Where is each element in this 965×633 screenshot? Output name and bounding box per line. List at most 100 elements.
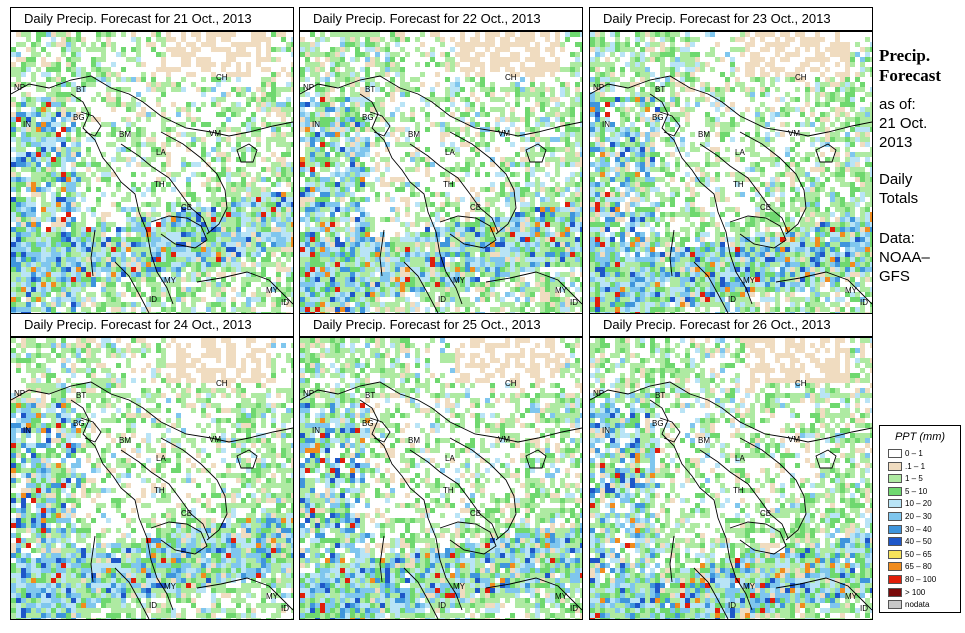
region-label: IN: [312, 426, 320, 435]
precip-map: CH NP BT IN BG BM VM LA TH CB MY MY ID ID: [10, 337, 294, 620]
legend-label: 80 – 100: [905, 575, 937, 584]
legend-swatch: [888, 549, 902, 559]
panel-title: Daily Precip. Forecast for 26 Oct., 2013: [589, 313, 873, 337]
country-borders: [11, 381, 293, 619]
region-label: BT: [76, 391, 86, 400]
region-label: VM: [788, 435, 800, 444]
data-source-line: GFS: [879, 268, 910, 285]
precip-field: [11, 338, 293, 619]
region-label: VM: [788, 129, 800, 138]
precip-field: [590, 338, 872, 619]
region-label: CH: [216, 379, 228, 388]
region-label: NP: [14, 389, 25, 398]
region-label: MY: [555, 592, 568, 601]
region-label: BM: [119, 130, 131, 139]
country-borders: [590, 381, 872, 619]
region-label: MY: [743, 276, 756, 285]
region-label: LA: [735, 454, 745, 463]
country-borders: [11, 75, 293, 313]
region-label: TH: [154, 180, 165, 189]
legend-swatch: [888, 474, 902, 484]
region-label: BM: [698, 130, 710, 139]
region-label: CB: [181, 509, 192, 518]
region-label: LA: [445, 454, 455, 463]
legend-swatch: [888, 486, 902, 496]
sidebar-title: Precip. Forecast: [879, 46, 965, 86]
legend-swatch: [888, 461, 902, 471]
legend-label: 40 – 50: [905, 537, 932, 547]
region-label: BM: [119, 436, 131, 445]
legend-item: 20 – 30: [888, 511, 958, 522]
sidebar-title-line: Precip.: [879, 46, 931, 65]
legend-swatch: [888, 575, 902, 584]
region-label: ID: [860, 298, 868, 307]
region-label: IN: [602, 426, 610, 435]
precip-field: [590, 32, 872, 313]
region-label: MY: [266, 286, 279, 295]
legend-swatch: [888, 512, 902, 521]
region-label: CH: [216, 73, 228, 82]
data-source-block: Data: NOAA– GFS: [879, 229, 965, 286]
region-label: MY: [453, 582, 466, 591]
legend-label: nodata: [905, 600, 930, 610]
region-label: TH: [443, 180, 454, 189]
region-label: MY: [845, 592, 858, 601]
region-label: CB: [470, 509, 481, 518]
totals-block: Daily Totals: [879, 170, 965, 208]
region-label: MY: [555, 286, 568, 295]
legend-item: 30 – 40: [888, 524, 958, 535]
region-label: ID: [728, 601, 736, 610]
legend-label: 0 – 1: [905, 449, 923, 458]
region-label: LA: [156, 148, 166, 157]
region-label: ID: [281, 604, 289, 613]
panel-title: Daily Precip. Forecast for 23 Oct., 2013: [589, 7, 873, 31]
country-borders: [300, 381, 582, 619]
region-label: ID: [570, 298, 578, 307]
legend-label: 1 – 5: [905, 474, 923, 484]
precip-map: CH NP BT IN BG BM VM LA TH CB MY MY ID ID: [299, 337, 583, 620]
legend-label: 65 – 80: [905, 562, 932, 572]
region-label: IN: [23, 120, 31, 129]
panel-title: Daily Precip. Forecast for 24 Oct., 2013: [10, 313, 294, 337]
region-label: LA: [445, 148, 455, 157]
data-source-line: Data:: [879, 230, 915, 247]
legend-swatch: [888, 587, 902, 597]
region-label: BT: [655, 85, 665, 94]
region-label: CB: [760, 203, 771, 212]
totals-line: Daily: [879, 171, 913, 188]
precip-map: CH NP BT IN BG BM VM LA TH CB MY MY ID ID: [10, 31, 294, 314]
region-label: BG: [73, 113, 85, 122]
legend-label: .1 – 1: [905, 461, 926, 471]
region-label: CH: [505, 73, 517, 82]
legend-swatch: [888, 449, 902, 458]
region-label: ID: [149, 295, 157, 304]
region-label: BG: [362, 113, 374, 122]
region-label: MY: [743, 582, 756, 591]
region-label: BM: [408, 130, 420, 139]
precip-field: [300, 338, 582, 619]
legend-item: 0 – 1: [888, 448, 958, 459]
region-label: NP: [303, 389, 314, 398]
region-label: CB: [470, 203, 481, 212]
country-borders: [300, 75, 582, 313]
region-label: BT: [655, 391, 665, 400]
legend-label: 30 – 40: [905, 524, 932, 534]
region-label: VM: [498, 129, 510, 138]
legend-swatch: [888, 499, 902, 509]
precip-map: CH NP BT IN BG BM VM LA TH CB MY MY ID ID: [299, 31, 583, 314]
region-label: NP: [593, 83, 604, 92]
totals-line: Totals: [879, 190, 919, 207]
region-label: ID: [281, 298, 289, 307]
region-label: TH: [733, 180, 744, 189]
legend-swatch: [888, 537, 902, 547]
region-label: BM: [408, 436, 420, 445]
as-of-block: as of: 21 Oct. 2013: [879, 95, 965, 152]
legend-item: 65 – 80: [888, 561, 958, 572]
region-label: CH: [795, 379, 807, 388]
region-label: ID: [149, 601, 157, 610]
region-label: BT: [365, 85, 375, 94]
legend-label: 5 – 10: [905, 486, 928, 496]
region-label: BT: [365, 391, 375, 400]
